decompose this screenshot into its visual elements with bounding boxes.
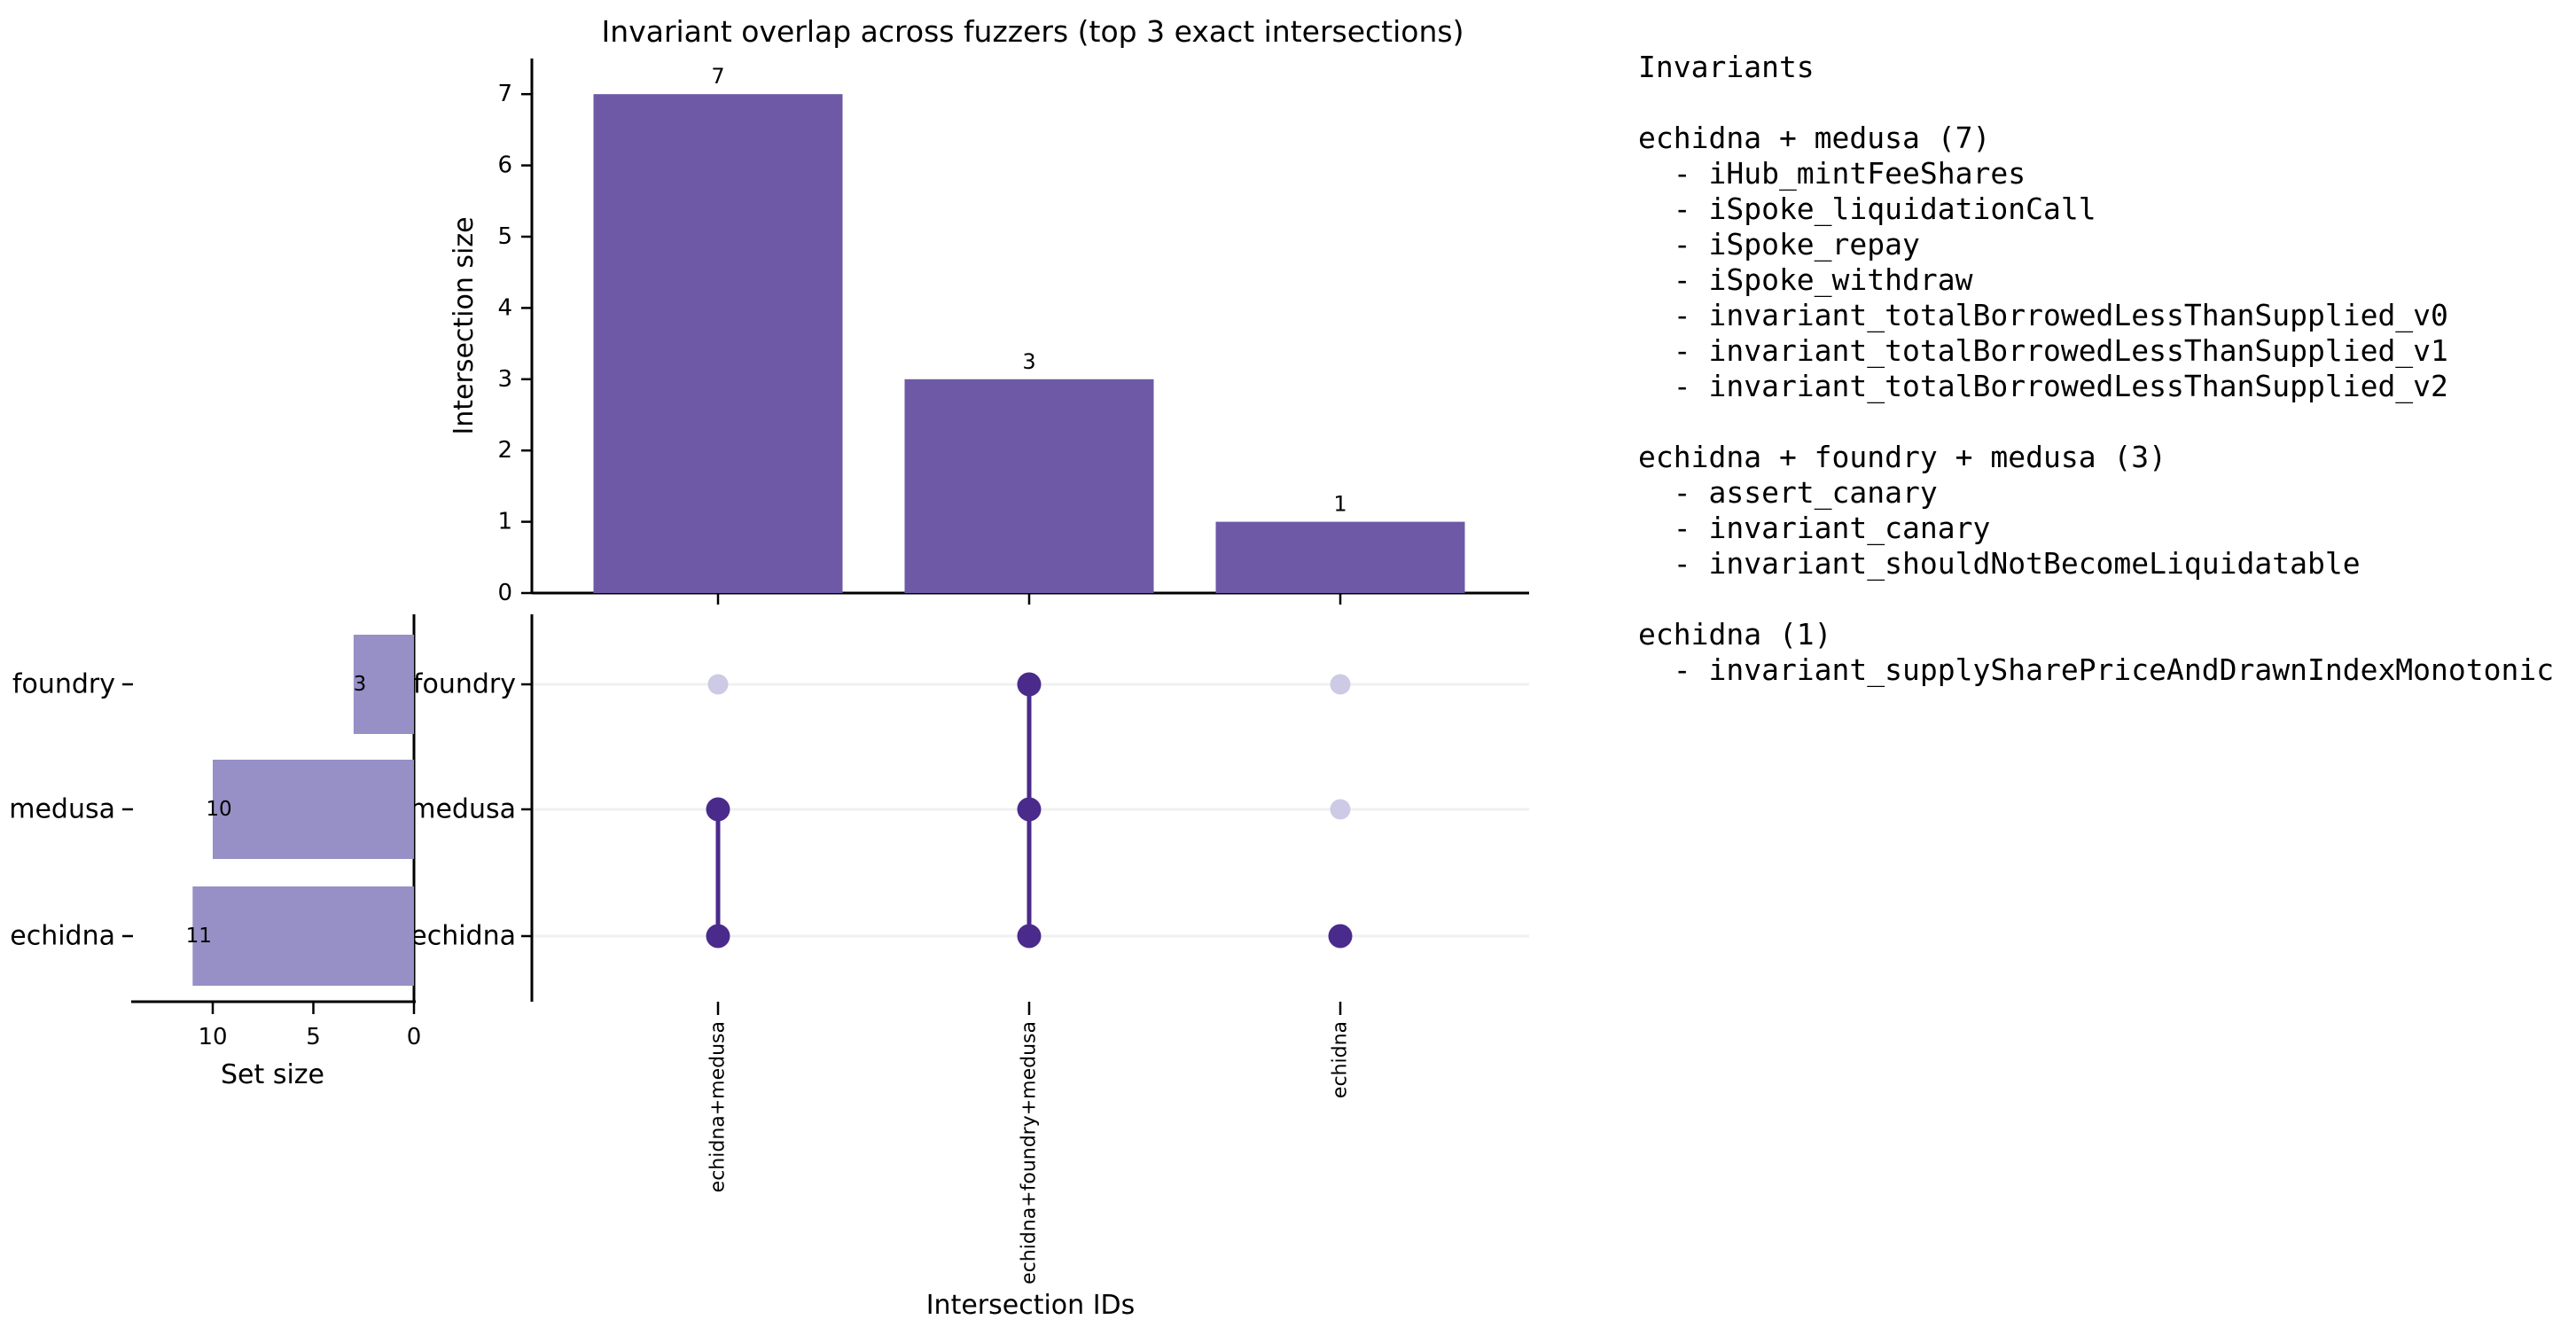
setsize-row-label: foundry <box>12 669 115 700</box>
intersection-bar-value: 7 <box>711 64 724 89</box>
matrix-dot-inactive <box>1330 799 1351 820</box>
intersection-y-tick-label: 0 <box>497 580 512 606</box>
intersection-y-tick-label: 2 <box>497 437 512 464</box>
setsize-bar <box>192 886 414 986</box>
matrix-dot-active <box>706 924 730 949</box>
setsize-bar <box>353 635 414 734</box>
setsize-bar <box>213 760 414 859</box>
intersection-bar-value: 1 <box>1333 492 1347 517</box>
matrix-dot-active <box>1017 672 1042 697</box>
matrix-x-tick-label: echidna <box>1330 1021 1352 1098</box>
setsize-x-tick-label: 0 <box>407 1024 422 1050</box>
intersection-y-tick-label: 3 <box>497 366 512 393</box>
setsize-x-tick-label: 5 <box>306 1024 321 1050</box>
setsize-x-axis-label: Set size <box>221 1059 324 1090</box>
matrix-dot-inactive <box>707 674 729 695</box>
matrix-dot-inactive <box>1330 674 1351 695</box>
intersection-bar-value: 3 <box>1022 349 1035 374</box>
setsize-bar-value: 3 <box>354 673 367 696</box>
matrix-dot-active <box>706 797 730 822</box>
matrix-dot-active <box>1328 924 1353 949</box>
setsize-row-label: echidna <box>10 921 115 952</box>
intersection-y-tick-label: 7 <box>497 81 512 107</box>
intersection-y-axis-label: Intersection size <box>449 216 480 434</box>
setsize-row-label: medusa <box>9 794 115 825</box>
matrix-row-label: medusa <box>410 794 516 825</box>
matrix-dot-active <box>1017 924 1042 949</box>
intersection-bar <box>1215 521 1465 593</box>
setsize-bar-value: 10 <box>206 798 231 821</box>
intersection-y-tick-label: 4 <box>497 294 512 321</box>
invariants-panel: Invariants echidna + medusa (7) - iHub_m… <box>1638 50 2555 687</box>
matrix-row-label: echidna <box>410 921 516 952</box>
matrix-row-label: foundry <box>413 669 516 700</box>
intersection-y-tick-label: 5 <box>497 223 512 250</box>
matrix-dot-active <box>1017 797 1042 822</box>
chart-title: Invariant overlap across fuzzers (top 3 … <box>601 14 1464 49</box>
matrix-x-tick-label: echidna+medusa <box>707 1021 730 1192</box>
setsize-x-tick-label: 10 <box>198 1024 227 1050</box>
intersection-bar <box>904 379 1154 593</box>
setsize-bar-value: 11 <box>186 925 212 948</box>
matrix-x-axis-label: Intersection IDs <box>926 1290 1136 1321</box>
intersection-y-tick-label: 6 <box>497 152 512 179</box>
intersection-y-tick-label: 1 <box>497 509 512 535</box>
intersection-bar <box>593 94 843 593</box>
matrix-x-tick-label: echidna+foundry+medusa <box>1019 1021 1041 1284</box>
